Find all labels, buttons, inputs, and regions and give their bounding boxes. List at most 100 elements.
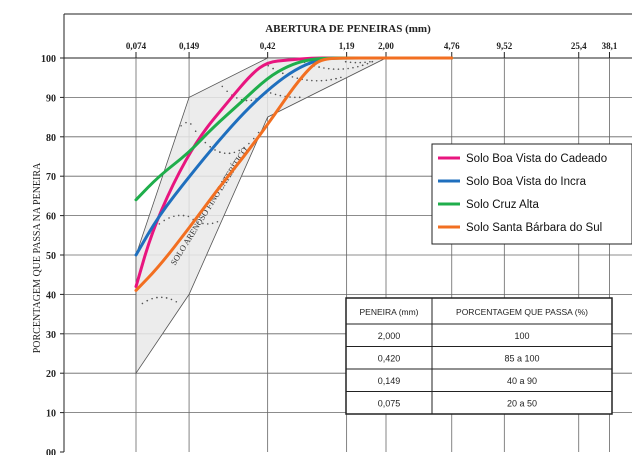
envelope-dot xyxy=(177,214,180,217)
envelope-dot xyxy=(340,76,342,79)
envelope-dot xyxy=(243,146,245,149)
envelope-dot xyxy=(289,96,291,98)
envelope-dot xyxy=(330,78,332,81)
x-tick-label: 2,00 xyxy=(378,41,394,51)
envelope-dot xyxy=(315,79,318,82)
chart-title: ABERTURA DE PENEIRAS (mm) xyxy=(265,23,431,35)
y-tick-label: 60 xyxy=(46,212,56,223)
table-cell: 100 xyxy=(514,331,529,341)
envelope-dot xyxy=(252,137,255,140)
envelope-region xyxy=(135,57,387,375)
y-tick-label: 00 xyxy=(46,448,56,455)
envelope-dot xyxy=(226,90,228,93)
envelope-dot xyxy=(311,79,313,82)
y-tick-label: 90 xyxy=(46,93,56,104)
envelope-dot xyxy=(349,61,352,64)
table-cell: 20 a 50 xyxy=(507,399,537,409)
envelope-dot xyxy=(354,61,357,64)
envelope-dot xyxy=(296,77,299,80)
envelope-dot xyxy=(327,67,330,70)
envelope-dot xyxy=(158,223,161,225)
envelope-dot xyxy=(194,130,197,132)
envelope-dot xyxy=(294,96,296,99)
envelope-dot xyxy=(146,299,149,302)
y-tick-label: 80 xyxy=(46,133,56,144)
x-tick-label: 0,074 xyxy=(126,41,147,51)
x-tick-label: 38,1 xyxy=(602,41,618,51)
y-tick-label: 10 xyxy=(46,409,56,420)
table-cell: 40 a 90 xyxy=(507,376,537,386)
envelope-dot xyxy=(269,92,272,94)
y-tick-label: 40 xyxy=(46,290,56,301)
table-box xyxy=(345,297,613,415)
envelope-dot xyxy=(141,302,144,305)
table-header-cell: PENEIRA (mm) xyxy=(359,307,418,317)
x-tick-label: 25,4 xyxy=(571,41,587,51)
envelope-dot xyxy=(214,149,216,151)
envelope-dot xyxy=(238,149,241,152)
envelope-dot xyxy=(216,220,219,223)
envelope-dot xyxy=(202,222,204,225)
envelope-dot xyxy=(344,60,347,63)
envelope-dot xyxy=(190,123,192,125)
envelope-dot xyxy=(185,121,187,124)
envelope-dot xyxy=(298,96,301,99)
envelope-dot xyxy=(182,214,185,217)
envelope-dot xyxy=(219,151,221,153)
envelope-dot xyxy=(175,300,178,303)
envelope-dot xyxy=(180,124,182,127)
envelope-dot xyxy=(245,99,248,102)
table-cell: 0,075 xyxy=(378,399,401,409)
envelope-dot xyxy=(272,67,274,70)
y-tick-label: 50 xyxy=(46,251,56,262)
envelope-dot xyxy=(335,77,337,80)
x-tick-label: 0,149 xyxy=(179,41,200,51)
envelope-dot xyxy=(156,296,158,299)
envelope-dot xyxy=(279,94,282,97)
envelope-dot xyxy=(211,222,214,225)
envelope-dot xyxy=(236,97,238,99)
table-cell: 2,000 xyxy=(378,331,401,341)
envelope-dot xyxy=(248,142,250,145)
envelope-dot xyxy=(173,215,175,218)
envelope-dot xyxy=(274,93,277,96)
x-tick-label: 0,42 xyxy=(260,41,276,51)
envelope-dot xyxy=(204,141,207,144)
envelope-dot xyxy=(168,217,170,219)
envelope-dot xyxy=(233,151,236,154)
envelope-dot xyxy=(170,298,173,301)
envelope-dot xyxy=(323,67,325,69)
x-tick-label: 9,52 xyxy=(496,41,512,51)
envelope-dot xyxy=(325,79,328,82)
envelope-dot xyxy=(250,99,253,102)
x-tick-label: 1,19 xyxy=(339,41,355,51)
envelope-dot xyxy=(318,66,320,68)
y-tick-label: 70 xyxy=(46,172,56,183)
envelope-dot xyxy=(371,60,374,63)
envelope-dot xyxy=(357,65,359,68)
envelope-dot xyxy=(347,67,349,70)
series-line-4 xyxy=(134,56,454,292)
y-tick-label: 30 xyxy=(46,330,56,341)
envelope-dot xyxy=(267,64,270,67)
envelope-dot xyxy=(369,60,371,63)
envelope-dot xyxy=(352,66,354,69)
envelope-dot xyxy=(221,85,224,88)
legend-label: Solo Cruz Alta xyxy=(466,199,539,211)
table-header-cell: PORCENTAGEM QUE PASSA (%) xyxy=(456,307,588,317)
legend-label: Solo Boa Vista do Cadeado xyxy=(466,153,607,165)
envelope-dot xyxy=(359,61,362,64)
table-cell: 0,149 xyxy=(378,376,401,386)
envelope-dot xyxy=(337,68,340,70)
envelope-dot xyxy=(281,72,284,75)
envelope-dot xyxy=(151,297,153,300)
envelope-dot xyxy=(197,221,199,223)
legend-box xyxy=(431,143,632,245)
envelope-dot xyxy=(187,215,190,218)
legend-label: Solo Boa Vista do Incra xyxy=(466,176,587,188)
sieve-table: PENEIRA (mm) PORCENTAGEM QUE PASSA (%) 2,0… xyxy=(345,297,613,415)
envelope-dot xyxy=(306,79,308,81)
x-tick-label: 4,76 xyxy=(444,41,460,51)
legend: Solo Boa Vista do Cadeado Solo Boa Vista … xyxy=(431,143,632,245)
